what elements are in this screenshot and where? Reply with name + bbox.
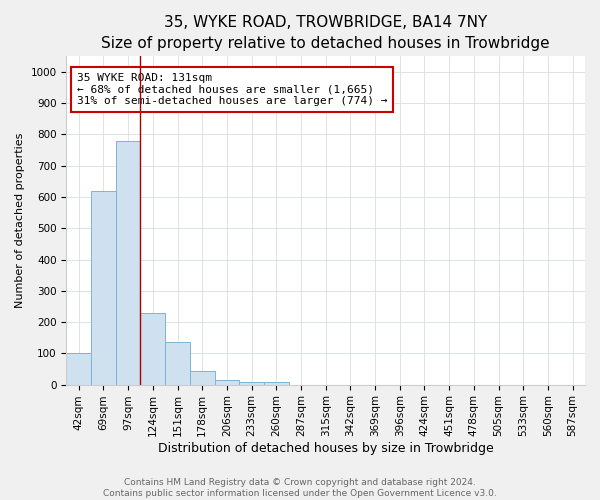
Bar xyxy=(165,342,190,384)
Text: Contains HM Land Registry data © Crown copyright and database right 2024.
Contai: Contains HM Land Registry data © Crown c… xyxy=(103,478,497,498)
Bar xyxy=(215,380,239,384)
X-axis label: Distribution of detached houses by size in Trowbridge: Distribution of detached houses by size … xyxy=(158,442,494,455)
Bar xyxy=(91,191,116,384)
Bar xyxy=(190,370,215,384)
Bar xyxy=(67,354,91,384)
Text: 35 WYKE ROAD: 131sqm
← 68% of detached houses are smaller (1,665)
31% of semi-de: 35 WYKE ROAD: 131sqm ← 68% of detached h… xyxy=(77,72,387,106)
Bar xyxy=(264,382,289,384)
Bar xyxy=(239,382,264,384)
Bar xyxy=(140,312,165,384)
Title: 35, WYKE ROAD, TROWBRIDGE, BA14 7NY
Size of property relative to detached houses: 35, WYKE ROAD, TROWBRIDGE, BA14 7NY Size… xyxy=(101,15,550,51)
Y-axis label: Number of detached properties: Number of detached properties xyxy=(15,133,25,308)
Bar xyxy=(116,140,140,384)
